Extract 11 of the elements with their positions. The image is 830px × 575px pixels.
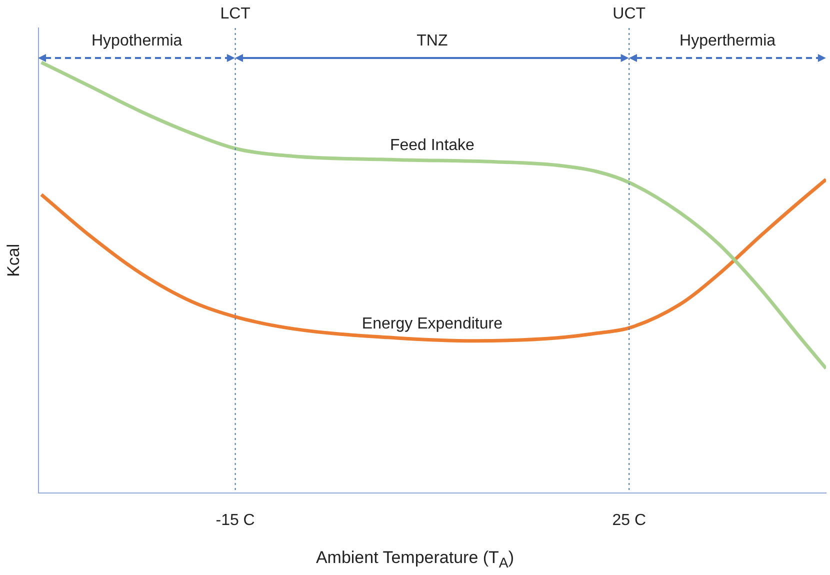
x-tick-label: 25 C [612, 512, 646, 529]
ref-line-label: LCT [220, 5, 251, 22]
text: Hyperthermia [680, 32, 776, 50]
series-label: Feed Intake [390, 137, 475, 154]
text: TNZ [416, 32, 448, 50]
x-tick-label: -15 C [216, 512, 255, 529]
y-axis-title: Kcal [4, 244, 23, 277]
series-label: Energy Expenditure [362, 315, 503, 332]
x-axis-title: Ambient Temperature (T$_{A}$) [314, 548, 516, 572]
ref-line-label: UCT [612, 5, 646, 22]
text: Hypothermia [92, 32, 182, 50]
